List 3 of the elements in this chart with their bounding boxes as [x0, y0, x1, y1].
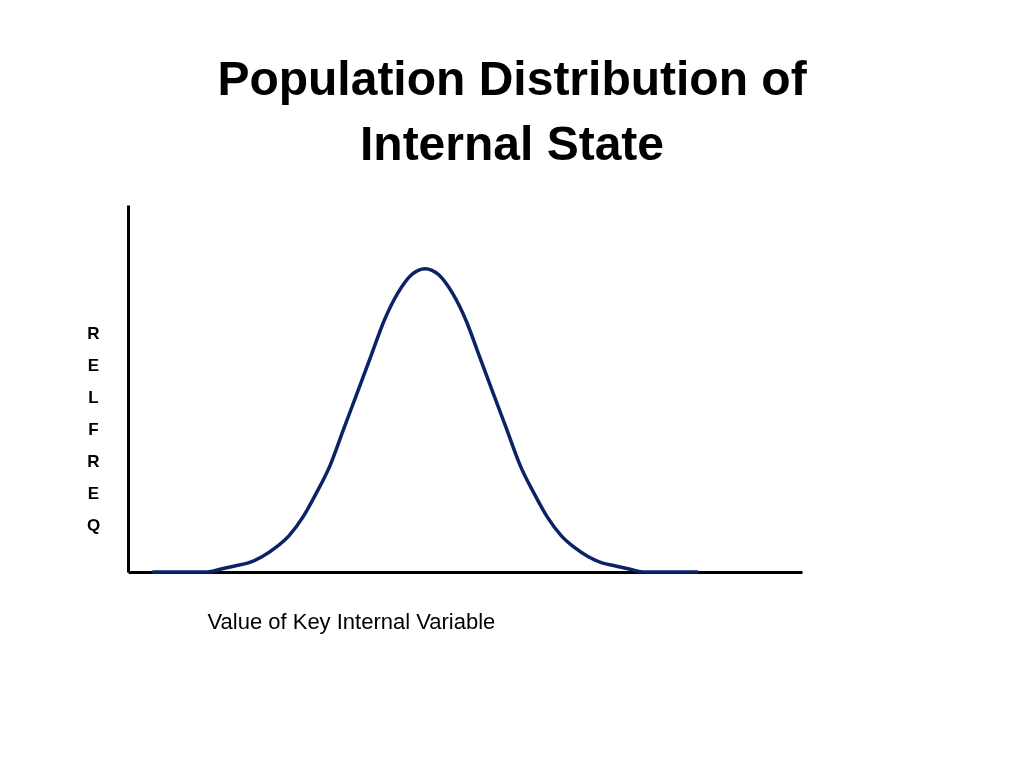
y-axis-title: REL FREQ — [86, 323, 101, 535]
chart-title: Population Distribution of Internal State — [217, 52, 808, 170]
x-axis-title: Value of Key Internal Variable — [207, 608, 496, 634]
